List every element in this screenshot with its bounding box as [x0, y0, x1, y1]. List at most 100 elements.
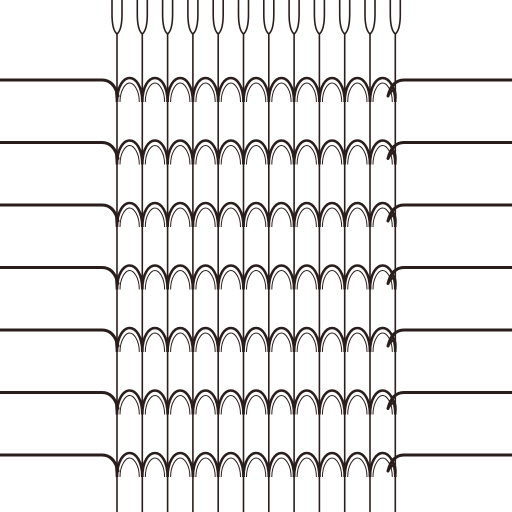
loop-arc-inner	[296, 269, 317, 290]
loop-arc-inner	[347, 332, 368, 353]
vertical-line-fork	[288, 0, 300, 36]
loop-arc	[141, 389, 169, 415]
loop-arc-inner	[246, 144, 267, 165]
loop-arc-inner	[271, 144, 292, 165]
vertical-line-fork	[237, 0, 250, 36]
loop-arc-inner	[195, 82, 216, 103]
loop-arc-inner	[119, 394, 140, 415]
vertical-line-fork	[212, 0, 224, 36]
loop-arc-inner	[296, 207, 317, 228]
loop-arc	[267, 326, 296, 353]
loop-arc-inner	[347, 394, 368, 415]
loop-arc	[166, 76, 195, 103]
loop-arc	[292, 76, 321, 103]
vertical-line-fork	[313, 0, 326, 36]
loop-arc	[216, 326, 245, 353]
loop-arc-inner	[195, 207, 216, 228]
loop-arc	[141, 264, 169, 290]
loop-arc-inner	[246, 207, 267, 228]
edge-loop-right	[387, 276, 397, 290]
edge-loop-left	[115, 401, 120, 415]
loop-arc	[343, 326, 372, 353]
loop-arc-inner	[321, 332, 343, 353]
loop-arc-inner	[296, 457, 317, 478]
loop-arc-inner	[144, 269, 166, 290]
vertical-line-fork	[161, 0, 174, 36]
loop-arc-inner	[271, 207, 292, 228]
loop-arc-inner	[271, 82, 292, 103]
loop-arc	[292, 326, 321, 353]
loop-arcs	[115, 76, 397, 478]
loop-arc	[191, 389, 220, 415]
loop-arc-inner	[271, 269, 292, 290]
loop-arc	[166, 451, 195, 478]
loop-arc	[267, 451, 296, 478]
loop-arc	[343, 389, 372, 415]
loop-arc	[267, 389, 296, 415]
loop-arc	[242, 201, 271, 228]
loop-arc-inner	[271, 332, 292, 353]
loop-arc	[115, 326, 144, 353]
loop-arc	[318, 264, 346, 290]
loop-arc-inner	[119, 144, 140, 165]
loop-arc	[318, 451, 346, 478]
loop-arc-inner	[119, 332, 140, 353]
loop-arc	[191, 139, 220, 165]
loop-arc	[141, 326, 169, 353]
loop-arc-inner	[170, 82, 191, 103]
vertical-line-fork	[136, 0, 149, 36]
loop-arc	[292, 389, 321, 415]
loop-arc-inner	[246, 269, 267, 290]
loop-arc	[191, 326, 220, 353]
loop-arc-inner	[220, 332, 241, 353]
loop-arc-inner	[119, 207, 140, 228]
loop-arc	[216, 201, 245, 228]
loop-arc-inner	[271, 457, 292, 478]
loop-arc	[343, 201, 372, 228]
loop-arc-inner	[220, 144, 241, 165]
loop-arc-inner	[170, 394, 191, 415]
loop-arc	[115, 264, 144, 290]
edge-loop-left	[115, 151, 120, 165]
loop-arc-inner	[246, 332, 267, 353]
edge-loop-left	[115, 464, 120, 478]
loop-arc	[166, 201, 195, 228]
loop-arc	[318, 326, 346, 353]
loop-arc	[292, 451, 321, 478]
loop-arc-inner	[144, 207, 166, 228]
loop-arc	[191, 201, 220, 228]
loop-arc-inner	[170, 269, 191, 290]
loop-arc	[267, 76, 296, 103]
edge-loop-right	[387, 214, 397, 228]
edge-loop-right	[387, 401, 397, 415]
loop-arc	[242, 264, 271, 290]
edge-loop-left	[115, 214, 120, 228]
loop-arc-inner	[321, 269, 343, 290]
loop-arc	[216, 451, 245, 478]
loop-arc-inner	[144, 332, 166, 353]
loop-arc-inner	[220, 207, 241, 228]
vertical-line-fork	[263, 0, 275, 36]
loop-arc-inner	[347, 82, 368, 103]
loop-arc-inner	[195, 269, 216, 290]
loop-arc-inner	[296, 332, 317, 353]
loop-arc	[318, 201, 346, 228]
loop-arc-inner	[144, 457, 166, 478]
loop-arc	[141, 139, 169, 165]
loop-arc	[242, 389, 271, 415]
edge-loop-right	[387, 89, 397, 103]
loop-arc	[318, 139, 346, 165]
loop-arc	[141, 76, 169, 103]
loop-arc	[115, 139, 144, 165]
loop-arc-inner	[119, 457, 140, 478]
loop-arc	[216, 139, 245, 165]
loop-arc-inner	[296, 394, 317, 415]
loop-arc-inner	[220, 269, 241, 290]
loop-arc	[166, 264, 195, 290]
loop-arc	[343, 451, 372, 478]
vertical-lines	[111, 0, 402, 512]
loop-arc-inner	[347, 207, 368, 228]
loop-arc-inner	[170, 144, 191, 165]
loop-arc-inner	[144, 394, 166, 415]
